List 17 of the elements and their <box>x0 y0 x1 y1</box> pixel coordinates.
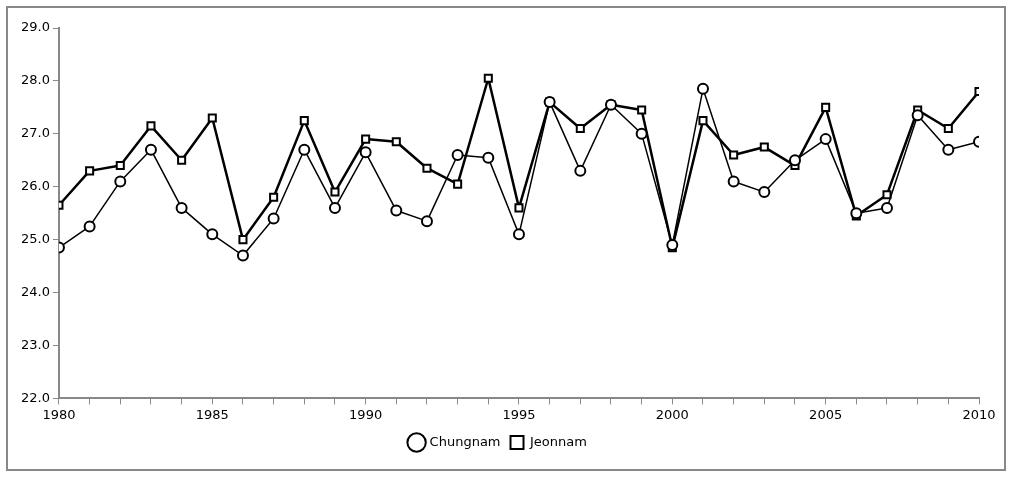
x-tick-label: 1985 <box>195 406 229 422</box>
x-tick-label: 1990 <box>349 406 383 422</box>
x-tick-label: 2005 <box>809 406 843 422</box>
y-tick-label: 22.0 <box>20 389 50 405</box>
y-tick-label: 25.0 <box>20 231 50 247</box>
legend-label: Jeonnam <box>529 433 587 449</box>
x-tick-label: 2000 <box>655 406 689 422</box>
x-tick-label: 1980 <box>42 406 76 422</box>
x-tick-label: 1995 <box>502 406 536 422</box>
y-tick-label: 27.0 <box>20 125 50 141</box>
x-tick-label: 2010 <box>962 406 996 422</box>
y-tick-label: 28.0 <box>20 72 50 88</box>
y-tick-label: 24.0 <box>20 283 50 299</box>
legend-label: Chungnam <box>429 433 501 449</box>
y-tick-label: 26.0 <box>20 178 50 194</box>
y-tick-label: 23.0 <box>20 336 50 352</box>
y-tick-label: 29.0 <box>20 19 50 35</box>
